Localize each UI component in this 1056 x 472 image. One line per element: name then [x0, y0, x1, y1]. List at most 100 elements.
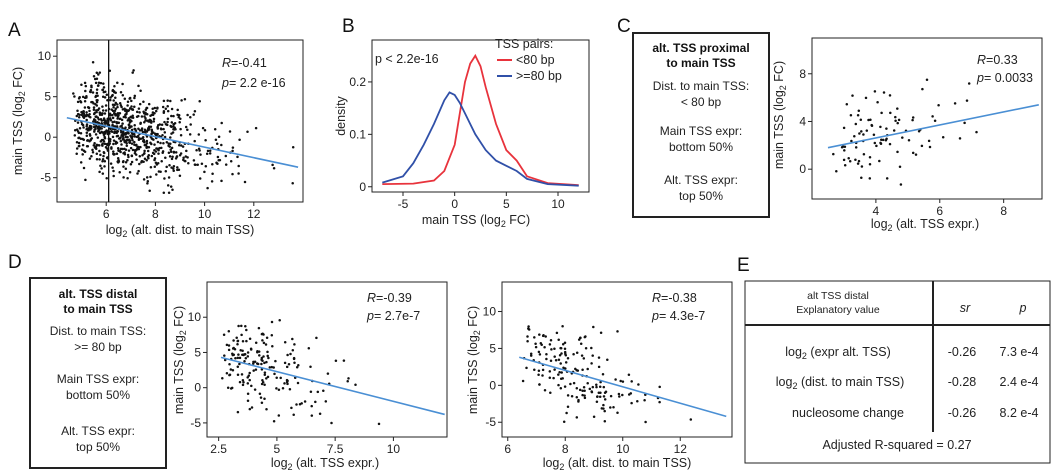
panel-d2-r: R=-0.38	[652, 291, 697, 305]
panel-a-point	[216, 155, 220, 159]
panel-a-point	[138, 129, 142, 132]
panel-c-point	[842, 158, 846, 162]
panel-d2-point	[658, 385, 661, 389]
panel-a-point	[176, 166, 179, 169]
panel-a-point	[98, 149, 101, 153]
panel-c-points	[832, 78, 978, 186]
panel-a-point	[101, 158, 105, 161]
panel-d2-point	[604, 390, 608, 394]
panel-a-point	[109, 118, 113, 122]
panel-a-point	[134, 128, 137, 131]
panel-a-point	[160, 159, 163, 163]
table-row-3-label: nucleosome change	[792, 406, 904, 420]
panel-d1-point	[297, 363, 300, 367]
panel-a-point	[169, 185, 173, 188]
panel-d1-point	[263, 373, 267, 377]
panel-a-point	[100, 112, 103, 115]
panel-d2-ticks: 6 8 10 12 10 5 0 -5	[483, 305, 688, 456]
panel-d2-point	[590, 390, 594, 394]
panel-d2-point	[597, 365, 601, 369]
panel-a-point	[184, 125, 188, 129]
panel-c-point	[892, 129, 896, 132]
panel-d1-point	[249, 347, 253, 350]
panel-d1-point	[285, 378, 289, 382]
table-row-1-p: 7.3 e-4	[1000, 345, 1039, 359]
panel-a-point	[118, 149, 122, 153]
panel-a-point	[168, 155, 172, 158]
panel-d1-point	[258, 392, 262, 395]
panel-a-point	[82, 110, 85, 113]
panel-a-point	[149, 175, 152, 179]
panel-a-point	[102, 151, 106, 155]
panel-a-point	[146, 180, 150, 183]
panel-a-point	[133, 124, 136, 127]
panel-a-point	[153, 111, 156, 115]
panel-a-point	[156, 140, 160, 144]
panel-a-point	[203, 170, 206, 174]
panel-a-point	[177, 143, 181, 147]
panel-d1-point	[246, 382, 250, 385]
panel-d2-point	[564, 367, 567, 370]
panel-d2-point	[559, 362, 562, 365]
panel-d1-p: p= 2.7e-7	[366, 309, 420, 323]
panel-d1-point	[231, 347, 235, 350]
panel-c-point	[867, 118, 870, 122]
panel-d1-point	[237, 353, 240, 356]
panel-a-point	[127, 155, 130, 159]
panel-a-point	[138, 111, 141, 114]
panel-d2-point	[557, 338, 560, 342]
panel-a-point	[170, 121, 174, 124]
panel-a-point	[118, 170, 121, 174]
panel-a-point	[145, 176, 149, 179]
panel-d2-point	[644, 420, 647, 424]
panel-c-point	[856, 162, 860, 165]
panel-a-xtick-label: 8	[152, 207, 159, 221]
panel-c-point	[885, 127, 888, 130]
panel-d2-xtick-label: 12	[674, 442, 688, 456]
panel-a-point	[147, 145, 151, 149]
panel-a-point	[93, 111, 97, 115]
panel-a-point	[110, 130, 114, 134]
panel-a-point	[164, 169, 168, 173]
panel-a-point	[91, 60, 95, 64]
panel-a-point	[130, 125, 133, 128]
panel-a-point	[126, 104, 129, 107]
panel-a-point	[143, 143, 147, 147]
panel-a-point	[83, 106, 87, 109]
panel-a-point	[143, 149, 146, 153]
panel-a-point	[119, 147, 123, 151]
panel-d1-point	[226, 386, 230, 390]
panel-d1-point	[295, 403, 298, 406]
panel-c-point	[851, 94, 854, 97]
panel-a-point	[112, 106, 115, 109]
panel-d2-point	[616, 330, 619, 333]
panel-d2-point	[584, 346, 588, 350]
panel-d1-point	[225, 343, 229, 347]
panel-a-point	[254, 126, 258, 130]
panel-c-p: p= 0.0033	[976, 71, 1033, 85]
panel-c-point	[911, 118, 914, 122]
panel-a-point	[229, 160, 233, 163]
panel-a-point	[159, 170, 162, 174]
panel-a-point	[97, 81, 101, 85]
panel-a-point	[206, 186, 209, 190]
panel-a-point	[85, 134, 89, 137]
box-d-title2: to main TSS	[63, 302, 132, 316]
panel-c-point	[835, 169, 838, 173]
panel-d1-point	[310, 414, 314, 417]
panel-a-point	[167, 176, 171, 179]
panel-a-point	[113, 111, 116, 115]
panel-a-point	[113, 120, 116, 123]
panel-a-point	[145, 158, 148, 162]
panel-d2-point	[637, 383, 640, 386]
panel-a-point	[192, 159, 196, 162]
panel-d2-point	[581, 393, 584, 397]
panel-d1-point	[246, 392, 250, 395]
panel-d2-point	[597, 391, 601, 394]
panel-a-point	[72, 92, 75, 95]
panel-d1-point	[303, 400, 307, 403]
panel-a-point	[130, 128, 134, 132]
panel-a-point	[80, 83, 83, 87]
panel-c-point	[875, 144, 878, 148]
panel-a-point	[121, 108, 125, 111]
